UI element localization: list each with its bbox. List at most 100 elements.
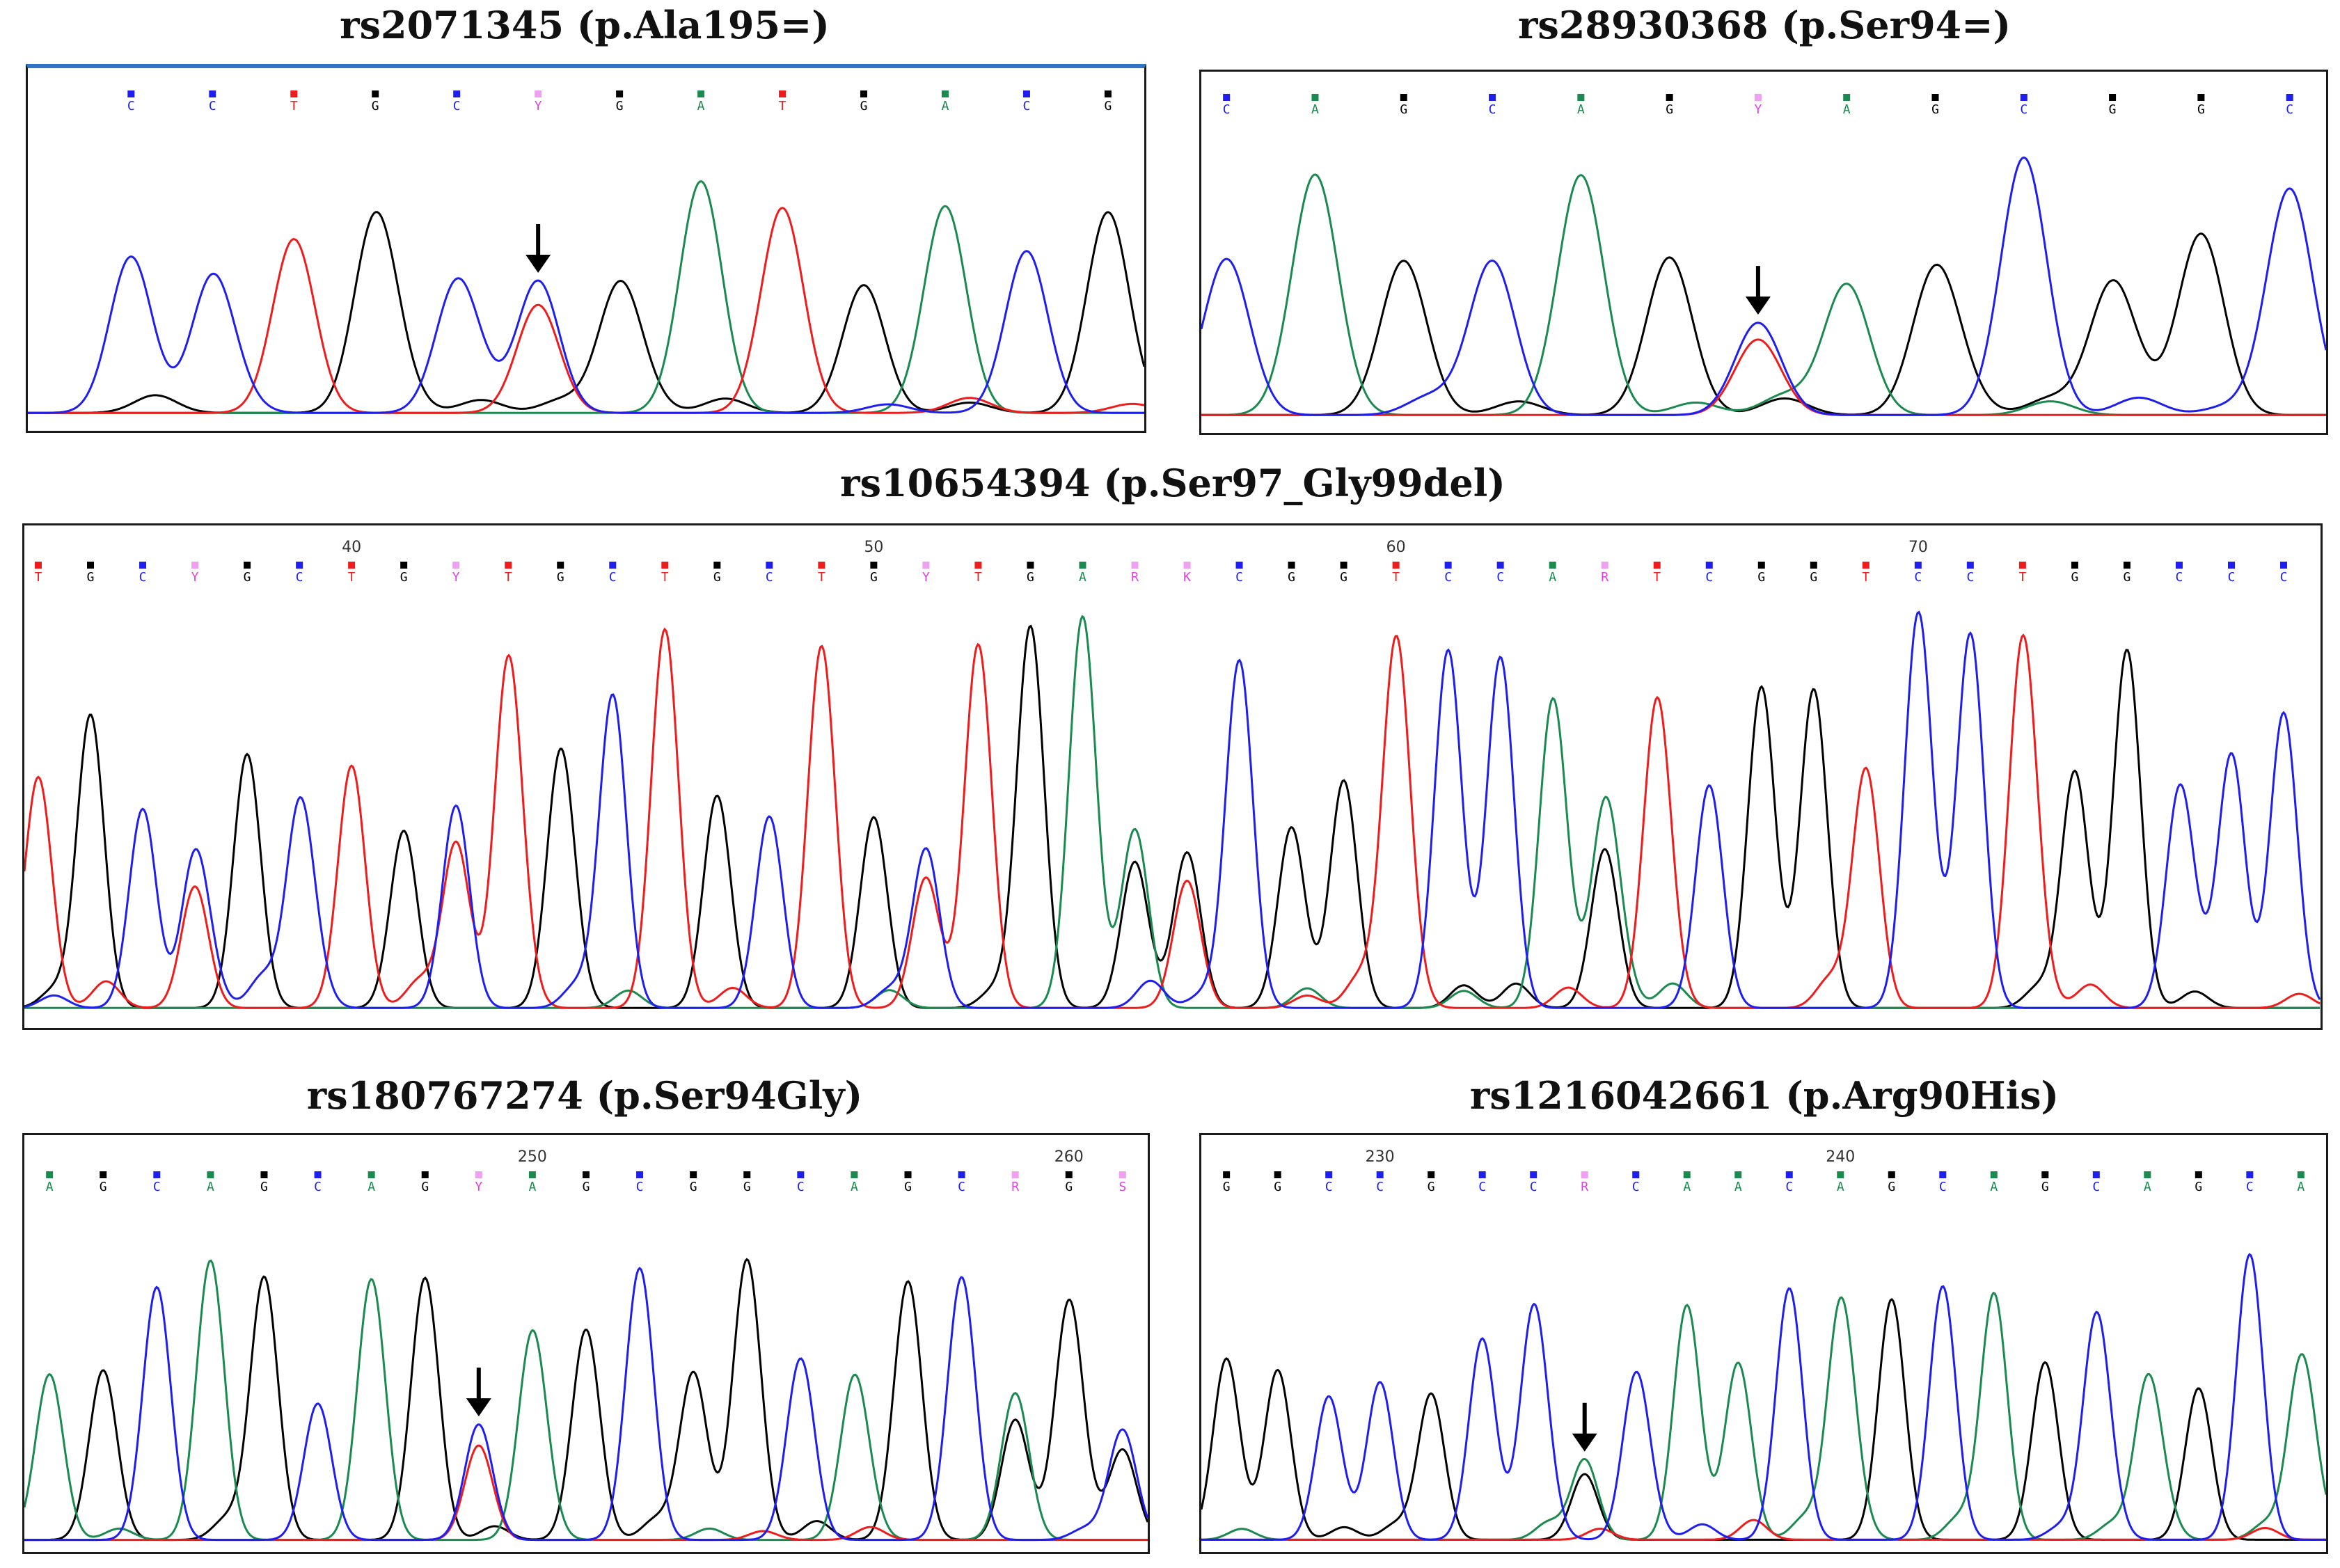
trace-G — [24, 1258, 1148, 1542]
base-call-marker — [87, 562, 95, 569]
base-call-letter: T — [661, 570, 669, 585]
base-call-marker — [1489, 94, 1496, 101]
base-call-marker — [1223, 94, 1231, 101]
base-call-marker — [1530, 1171, 1537, 1178]
base-call-letter: Y — [191, 570, 199, 585]
base-call-letter: G — [1666, 102, 1673, 117]
base-call-letter: G — [1274, 1180, 1281, 1194]
base-call-marker — [2297, 1171, 2305, 1178]
base-call-letter: C — [209, 99, 216, 113]
base-call-marker — [367, 1171, 375, 1178]
base-call-letter: C — [2228, 570, 2236, 585]
base-call-letter: C — [2246, 1180, 2254, 1194]
base-call-letter: G — [557, 570, 564, 585]
trace-G — [24, 624, 2320, 1009]
base-call-letter: T — [779, 99, 786, 113]
base-call-letter: G — [2041, 1180, 2049, 1194]
base-call-letter: G — [1104, 99, 1112, 113]
base-call-marker — [207, 1171, 214, 1178]
base-call-marker — [1914, 562, 1922, 569]
chromatogram-panel-5: G G C C G C C R C A A C A G C A G C A G C A 230 240 — [1199, 1133, 2328, 1554]
base-call-letter: T — [818, 570, 825, 585]
base-call-letter: G — [1340, 570, 1347, 585]
base-call-marker — [1011, 1171, 1019, 1178]
base-call-letter: R — [1581, 1180, 1588, 1194]
base-call-marker — [661, 562, 669, 569]
base-call-letter: C — [1632, 1180, 1640, 1194]
base-call-letter: C — [1705, 570, 1713, 585]
base-call-letter: T — [505, 570, 512, 585]
base-call-letter: C — [1914, 570, 1922, 585]
base-call-marker — [2071, 562, 2078, 569]
base-call-letter: G — [372, 99, 379, 113]
base-call-marker — [314, 1171, 322, 1178]
base-call-marker — [400, 562, 408, 569]
base-call-letter: Y — [452, 570, 460, 585]
sequence-position-label: 60 — [1386, 539, 1406, 556]
base-call-letter: G — [87, 570, 95, 585]
base-call-letter: A — [1079, 570, 1086, 585]
base-call-letter: G — [2071, 570, 2078, 585]
base-call-letter: Y — [475, 1180, 482, 1194]
base-call-letter: C — [958, 1180, 965, 1194]
sequence-position-label: 260 — [1054, 1148, 1084, 1166]
base-call-letter: A — [46, 1180, 54, 1194]
base-call-marker — [191, 562, 199, 569]
base-call-marker — [1118, 1171, 1126, 1178]
base-call-marker — [1757, 562, 1765, 569]
base-call-marker — [1104, 90, 1112, 97]
panel-title-2: rs28930368 (p.Ser94=) — [1517, 3, 2011, 47]
base-call-marker — [1990, 1171, 1998, 1178]
base-call-marker — [904, 1171, 912, 1178]
base-call-marker — [1027, 562, 1034, 569]
base-call-marker — [2018, 562, 2026, 569]
base-call-letter: G — [860, 99, 868, 113]
base-call-marker — [1931, 94, 1939, 101]
base-call-marker — [2280, 562, 2288, 569]
base-call-marker — [1274, 1171, 1281, 1178]
base-call-letter: A — [1843, 102, 1851, 117]
base-call-marker — [797, 1171, 805, 1178]
base-call-letter: A — [697, 99, 705, 113]
base-call-marker — [557, 562, 564, 569]
base-call-marker — [1400, 94, 1407, 101]
variant-arrow-icon — [525, 224, 551, 274]
panel-title-4: rs180767274 (p.Ser94Gly) — [306, 1073, 863, 1118]
base-call-marker — [1288, 562, 1295, 569]
base-call-marker — [1065, 1171, 1073, 1178]
base-call-letter: C — [797, 1180, 805, 1194]
base-call-marker — [1754, 94, 1762, 101]
base-call-letter: A — [1734, 1180, 1742, 1194]
base-call-letter: G — [904, 1180, 912, 1194]
base-call-marker — [870, 562, 878, 569]
base-call-marker — [851, 1171, 858, 1178]
base-call-letter: G — [1757, 570, 1765, 585]
base-call-letter: T — [1653, 570, 1661, 585]
base-call-marker — [2144, 1171, 2151, 1178]
base-call-letter: C — [1325, 1180, 1333, 1194]
base-call-marker — [1478, 1171, 1486, 1178]
base-call-marker — [1376, 1171, 1384, 1178]
base-call-letter: A — [1990, 1180, 1998, 1194]
base-call-letter: G — [1931, 102, 1939, 117]
base-call-letter: R — [1601, 570, 1608, 585]
base-call-letter: A — [1683, 1180, 1691, 1194]
base-call-marker — [1022, 90, 1030, 97]
base-call-marker — [743, 1171, 751, 1178]
base-call-marker — [1549, 562, 1556, 569]
base-call-marker — [922, 562, 930, 569]
base-call-marker — [1444, 562, 1452, 569]
base-call-letter: C — [609, 570, 617, 585]
base-call-letter: G — [2124, 570, 2131, 585]
base-call-marker — [505, 562, 512, 569]
base-call-letter: A — [528, 1180, 536, 1194]
sequence-position-label: 240 — [1826, 1148, 1855, 1166]
base-call-marker — [1392, 562, 1400, 569]
sequence-position-label: 250 — [518, 1148, 547, 1166]
